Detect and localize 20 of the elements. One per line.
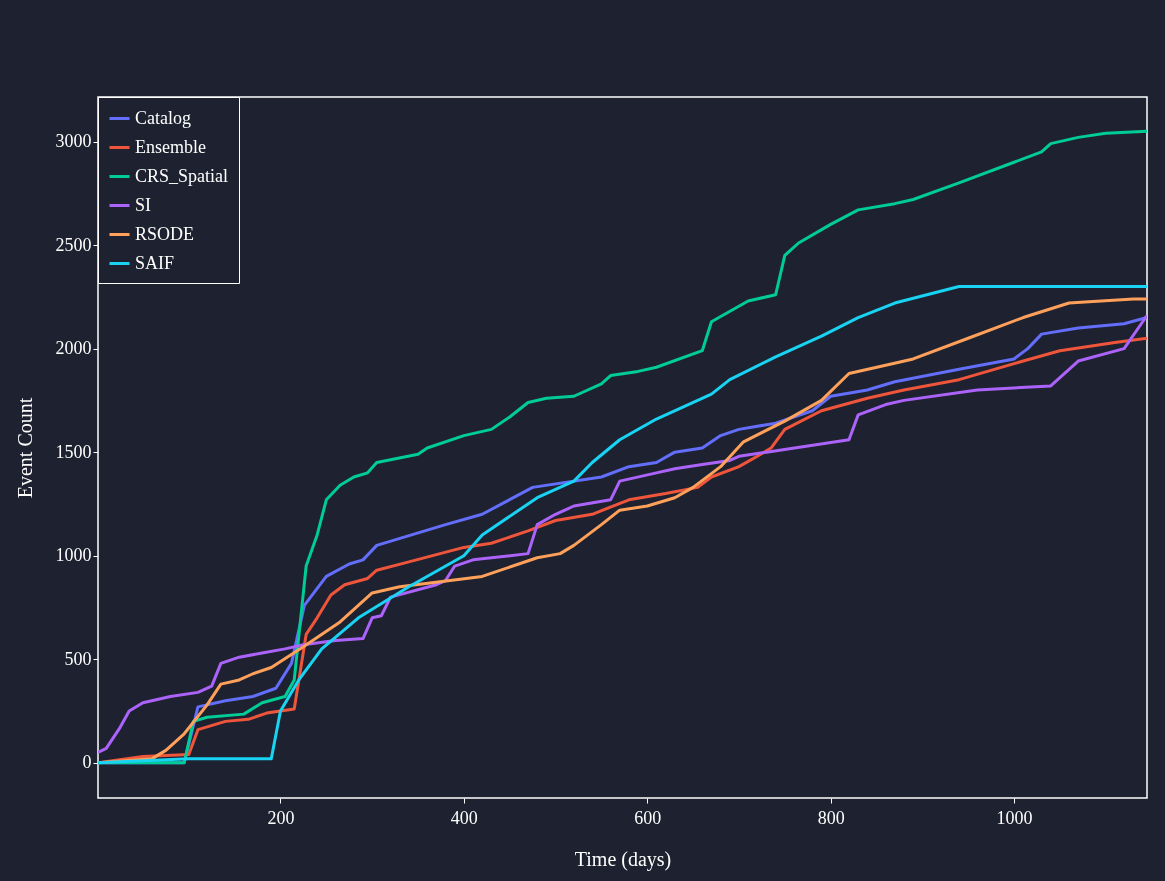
y-tick-label: 1000 bbox=[55, 545, 92, 566]
legend-label: RSODE bbox=[135, 223, 195, 244]
legend-label: SAIF bbox=[135, 252, 175, 273]
y-tick-label: 2500 bbox=[55, 234, 92, 255]
y-tick-label: 3000 bbox=[55, 131, 92, 152]
x-tick-label: 600 bbox=[634, 807, 662, 828]
x-tick-label: 800 bbox=[817, 807, 845, 828]
x-tick-label: 400 bbox=[450, 807, 478, 828]
x-tick-label: 200 bbox=[267, 807, 295, 828]
legend-label: Ensemble bbox=[135, 136, 206, 157]
legend-label: CRS_Spatial bbox=[135, 165, 229, 186]
y-tick-label: 2000 bbox=[55, 338, 92, 359]
y-tick-label: 1500 bbox=[55, 441, 92, 462]
legend-label: Catalog bbox=[135, 107, 191, 128]
y-tick-label: 500 bbox=[64, 648, 92, 669]
y-tick-label: 0 bbox=[82, 752, 92, 773]
y-axis-title: Event Count bbox=[13, 397, 36, 499]
legend-label: SI bbox=[135, 194, 152, 215]
x-tick-label: 1000 bbox=[996, 807, 1033, 828]
x-axis-title: Time (days) bbox=[574, 847, 672, 871]
